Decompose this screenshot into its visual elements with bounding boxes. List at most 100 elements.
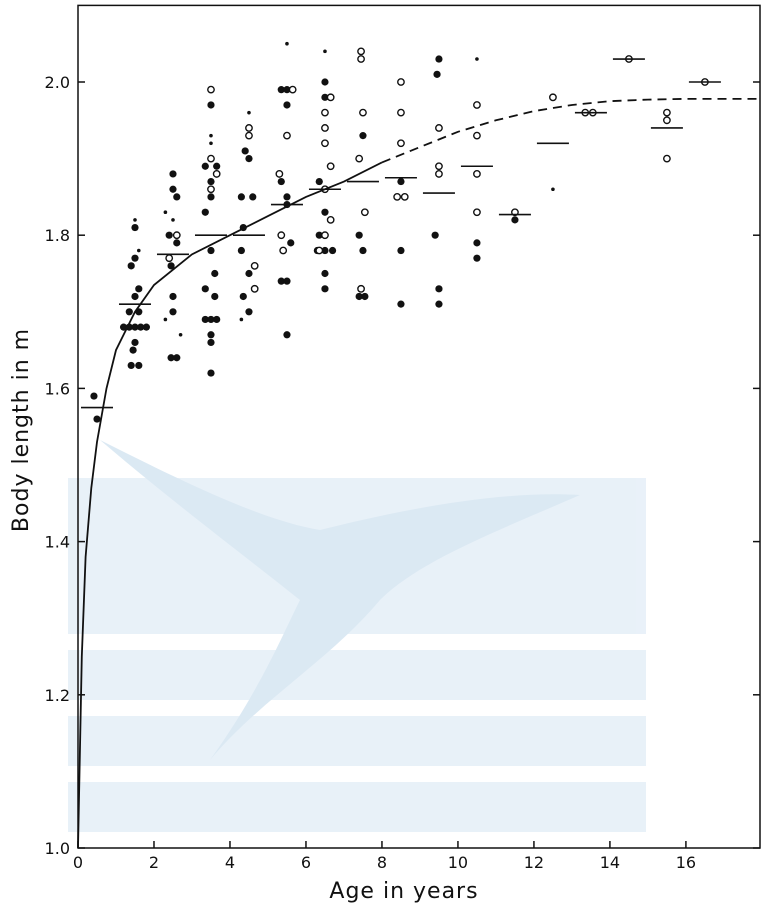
filled-point: [321, 285, 328, 292]
filled-point: [207, 247, 214, 254]
filled-point: [202, 209, 209, 216]
filled-point: [329, 247, 336, 254]
x-tick-label: 6: [301, 853, 311, 872]
filled-point: [135, 285, 142, 292]
filled-point: [238, 247, 245, 254]
filled-point: [240, 293, 247, 300]
open-point: [358, 48, 364, 54]
x-tick-label: 8: [377, 853, 387, 872]
filled-point: [207, 331, 214, 338]
filled-point: [283, 101, 290, 108]
filled-point: [202, 163, 209, 170]
filled-point: [213, 163, 220, 170]
y-tick-label: 1.2: [45, 686, 70, 705]
small-point: [164, 318, 168, 322]
watermark-band: [68, 716, 646, 766]
filled-point: [321, 78, 328, 85]
filled-point: [238, 193, 245, 200]
x-tick-label: 16: [676, 853, 696, 872]
filled-point: [473, 239, 480, 246]
filled-point: [321, 209, 328, 216]
x-tick-label: 4: [225, 853, 235, 872]
y-tick-label: 1.4: [45, 533, 70, 552]
open-point: [358, 286, 364, 292]
open-point: [208, 155, 214, 161]
open-point: [251, 263, 257, 269]
small-point: [164, 210, 168, 214]
small-point: [551, 187, 555, 191]
filled-point: [131, 339, 138, 346]
open-point: [402, 194, 408, 200]
filled-point: [316, 178, 323, 185]
open-point: [358, 56, 364, 62]
filled-point: [202, 285, 209, 292]
open-point: [436, 125, 442, 131]
filled-point: [211, 270, 218, 277]
filled-point: [359, 247, 366, 254]
open-point: [550, 94, 556, 100]
filled-point: [211, 293, 218, 300]
filled-point: [166, 232, 173, 239]
filled-point: [249, 193, 256, 200]
filled-point: [173, 354, 180, 361]
watermark: [68, 440, 646, 832]
filled-point: [278, 178, 285, 185]
small-point: [209, 134, 213, 138]
filled-point: [432, 232, 439, 239]
open-point: [213, 171, 219, 177]
small-point: [137, 249, 141, 253]
filled-point: [397, 178, 404, 185]
filled-point: [169, 293, 176, 300]
filled-point: [128, 362, 135, 369]
filled-point: [435, 301, 442, 308]
filled-point: [173, 193, 180, 200]
page: Age in years Body length in m 0246810121…: [0, 0, 761, 912]
small-point: [285, 42, 289, 46]
open-point: [394, 194, 400, 200]
open-point: [246, 132, 252, 138]
open-point: [322, 125, 328, 131]
y-tick-label: 2.0: [45, 73, 70, 92]
filled-point: [143, 324, 150, 331]
filled-point: [169, 308, 176, 315]
x-axis-label: Age in years: [329, 879, 478, 904]
filled-point: [207, 193, 214, 200]
filled-point: [169, 170, 176, 177]
filled-point: [245, 308, 252, 315]
filled-point: [356, 232, 363, 239]
filled-point: [207, 178, 214, 185]
open-point: [174, 232, 180, 238]
y-tick-label: 1.0: [45, 839, 70, 858]
open-point: [664, 155, 670, 161]
filled-point: [207, 339, 214, 346]
open-point: [436, 163, 442, 169]
filled-point: [359, 132, 366, 139]
filled-point: [473, 255, 480, 262]
open-point: [474, 102, 480, 108]
filled-point: [245, 155, 252, 162]
filled-point: [126, 308, 133, 315]
filled-point: [321, 270, 328, 277]
watermark-band: [68, 650, 646, 700]
filled-point: [397, 301, 404, 308]
open-point: [327, 217, 333, 223]
filled-point: [90, 392, 97, 399]
filled-point: [169, 186, 176, 193]
x-tick-label: 14: [600, 853, 620, 872]
y-axis-label: Body length in m: [9, 328, 34, 532]
open-point: [322, 140, 328, 146]
filled-point: [129, 347, 136, 354]
open-point: [398, 109, 404, 115]
open-point: [327, 163, 333, 169]
open-point: [208, 186, 214, 192]
filled-point: [131, 224, 138, 231]
open-point: [208, 86, 214, 92]
open-point: [362, 209, 368, 215]
filled-point: [173, 239, 180, 246]
open-point: [664, 117, 670, 123]
open-point: [664, 109, 670, 115]
open-point: [280, 247, 286, 253]
filled-point: [283, 278, 290, 285]
filled-point: [435, 55, 442, 62]
open-point: [436, 171, 442, 177]
